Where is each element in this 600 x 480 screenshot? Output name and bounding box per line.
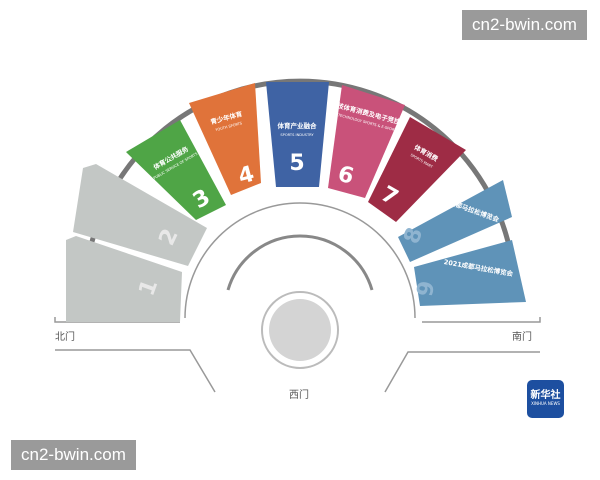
hall-shape[interactable] [414,240,526,306]
west-right-wall [384,351,540,393]
hall-5[interactable]: 5 体育产业融合 SPORTS INDUSTRY [266,82,329,187]
south-gate-label: 南门 [512,330,532,343]
south-wall [422,317,541,323]
hall-shape[interactable] [328,85,405,198]
watermark-top: cn2-bwin.com [462,10,587,40]
center-circle [269,299,331,361]
hall-shape[interactable] [266,82,329,187]
hall-2[interactable]: 2 [73,164,207,266]
logo-cn: 新华社 [530,390,561,401]
logo-en: XINHUA NEWS [531,401,560,406]
hall-shape[interactable] [126,120,226,220]
hall-shape[interactable] [66,236,182,322]
watermark-bottom: cn2-bwin.com [11,440,136,470]
hall-1[interactable]: 1 [66,236,182,322]
west-left-wall [55,349,216,393]
hall-shape[interactable] [368,117,466,222]
hall-number: 4 [236,162,257,190]
hall-number: 5 [289,151,304,176]
inner-ring [184,202,416,319]
outer-ring [87,78,513,251]
hall-shape[interactable] [398,180,512,262]
xinhua-logo: 新华社 XINHUA NEWS [527,380,564,418]
west-gate-label: 西门 [289,388,309,401]
hall-shape[interactable] [189,83,261,195]
hall-number: 9 [413,279,440,298]
hall-name-en: YOUTH SPORTS [215,121,243,132]
hall-number: 6 [335,162,356,190]
hall-name-cn: 体育产业融合 [278,121,318,130]
hall-shape[interactable] [73,164,207,266]
hall-name-en: SPORTS INDUSTRY [280,133,314,137]
inner-arc [226,234,374,291]
north-gate-label: 北门 [55,330,75,343]
